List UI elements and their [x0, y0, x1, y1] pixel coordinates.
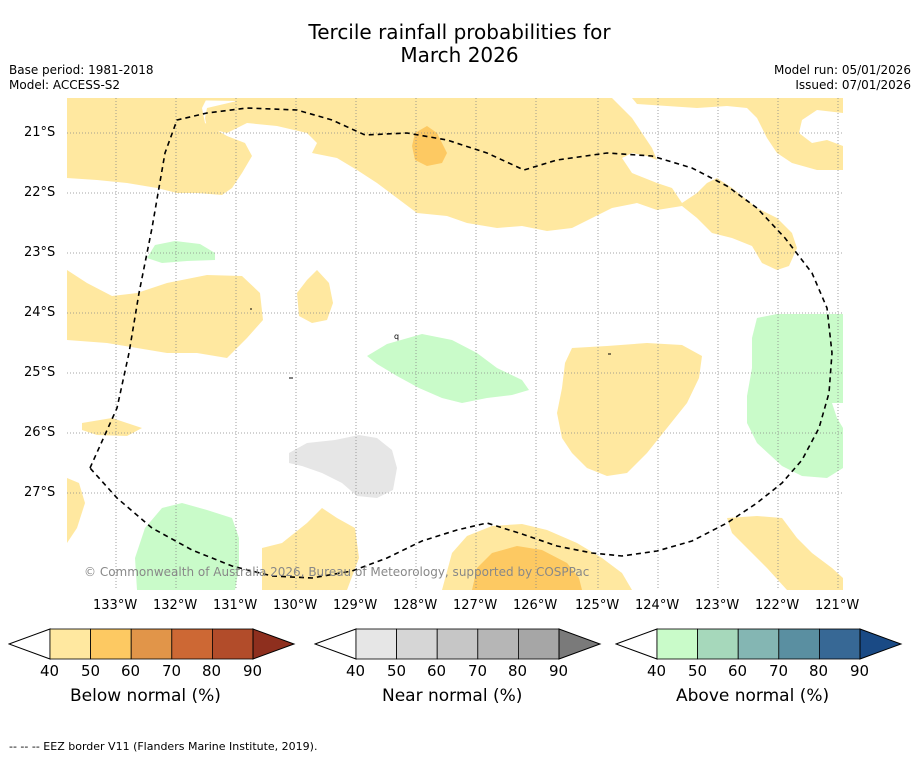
- cbar-below-swatch-3: [130, 628, 173, 660]
- near-normal-title: Near normal (%): [382, 686, 523, 706]
- cbar-near-tick: 80: [508, 662, 528, 680]
- near-normal-region: [289, 435, 397, 498]
- cbar-below-tick: 70: [162, 662, 182, 680]
- below-normal-region-west: [67, 270, 263, 358]
- below-normal-patch-south: [472, 546, 582, 590]
- lon-label: 132°W: [153, 598, 198, 613]
- lon-label: 131°W: [213, 598, 258, 613]
- lon-label: 122°W: [755, 598, 800, 613]
- lon-label: 123°W: [695, 598, 740, 613]
- cbar-near-swatch-4: [477, 628, 519, 660]
- lat-label: 26°S: [24, 425, 56, 440]
- copyright-notice: © Commonwealth of Australia 2026, Bureau…: [84, 565, 590, 579]
- lat-label: 22°S: [24, 185, 56, 200]
- cbar-below-swatch-6: [252, 628, 296, 660]
- model-run: Model run: 05/01/2026: [773, 63, 911, 77]
- above-normal-region-sw: [135, 503, 239, 590]
- lat-label: 25°S: [24, 365, 56, 380]
- cbar-below-swatch-2: [90, 628, 132, 660]
- below-normal-region-sw-small: [82, 418, 142, 436]
- cbar-below-swatch-0: [8, 628, 51, 660]
- cbar-below-tick: 90: [243, 662, 263, 680]
- lon-label: 128°W: [393, 598, 438, 613]
- cbar-above-tick: 80: [809, 662, 829, 680]
- above-normal-colorbar: [615, 628, 903, 660]
- lon-label: 126°W: [513, 598, 558, 613]
- graticule: [67, 98, 843, 590]
- near-normal-colorbar: [314, 628, 602, 660]
- lon-label: 125°W: [575, 598, 620, 613]
- below-normal-region-north-west: [67, 98, 252, 195]
- lat-label: 24°S: [24, 305, 56, 320]
- above-normal-region-north: [147, 241, 215, 263]
- below-normal-region-north: [67, 98, 797, 270]
- cbar-near-tick: 40: [346, 662, 366, 680]
- cbar-above-tick: 50: [688, 662, 708, 680]
- svg-text:q: q: [394, 332, 399, 341]
- below-normal-region-east: [557, 343, 702, 476]
- cbar-above-swatch-2: [697, 628, 739, 660]
- lon-label: 129°W: [333, 598, 378, 613]
- eez-legend-note: -- -- -- EEZ border V11 (Flanders Marine…: [9, 740, 318, 753]
- above-normal-region-east: [747, 314, 843, 478]
- below-normal-region-ne: [632, 98, 843, 170]
- cbar-near-tick: 50: [387, 662, 407, 680]
- cbar-above-swatch-0: [615, 628, 658, 660]
- cbar-near-swatch-6: [558, 628, 602, 660]
- lat-label: 27°S: [24, 485, 56, 500]
- cbar-near-swatch-2: [396, 628, 438, 660]
- cbar-below-tick: 50: [81, 662, 101, 680]
- below-normal-region-south: [262, 508, 359, 590]
- base-period: Base period: 1981-2018: [9, 63, 154, 77]
- lon-label: 133°W: [93, 598, 138, 613]
- cbar-near-swatch-5: [517, 628, 560, 660]
- lat-label: 23°S: [24, 245, 56, 260]
- cbar-above-tick: 90: [850, 662, 870, 680]
- cbar-above-swatch-3: [737, 628, 780, 660]
- lon-label: 127°W: [453, 598, 498, 613]
- cbar-below-tick: 60: [121, 662, 141, 680]
- below-normal-colorbar: [8, 628, 296, 660]
- above-normal-title: Above normal (%): [676, 686, 830, 706]
- lon-label: 130°W: [273, 598, 318, 613]
- cbar-above-swatch-5: [818, 628, 861, 660]
- cbar-above-swatch-1: [656, 628, 698, 660]
- map-title-line1: Tercile rainfall probabilities for: [308, 20, 611, 44]
- cbar-below-tick: 40: [40, 662, 60, 680]
- lat-label: 21°S: [24, 125, 56, 140]
- probability-map: q: [67, 98, 843, 590]
- cbar-near-swatch-3: [436, 628, 479, 660]
- below-normal-region-se: [727, 516, 843, 590]
- cbar-above-swatch-6: [859, 628, 903, 660]
- lon-label: 124°W: [635, 598, 680, 613]
- issued-date: Issued: 07/01/2026: [795, 78, 911, 92]
- cbar-above-tick: 40: [647, 662, 667, 680]
- cbar-below-swatch-1: [49, 628, 91, 660]
- below-normal-region-sw-edge: [67, 478, 85, 543]
- above-normal-region-center: [367, 334, 529, 403]
- cbar-above-tick: 60: [728, 662, 748, 680]
- cbar-below-swatch-5: [211, 628, 254, 660]
- cbar-near-swatch-1: [355, 628, 397, 660]
- lon-label: 121°W: [815, 598, 860, 613]
- cbar-above-tick: 70: [769, 662, 789, 680]
- cbar-near-tick: 90: [549, 662, 569, 680]
- cbar-above-swatch-4: [778, 628, 820, 660]
- below-normal-region-small: [297, 270, 333, 323]
- below-normal-patch: [412, 126, 447, 166]
- model-name: Model: ACCESS-S2: [9, 78, 121, 92]
- cbar-near-tick: 60: [427, 662, 447, 680]
- cbar-below-swatch-4: [171, 628, 213, 660]
- map-title-line2: March 2026: [400, 43, 519, 67]
- cbar-near-swatch-0: [314, 628, 357, 660]
- below-normal-title: Below normal (%): [70, 686, 221, 706]
- cbar-below-tick: 80: [202, 662, 222, 680]
- cbar-near-tick: 70: [468, 662, 488, 680]
